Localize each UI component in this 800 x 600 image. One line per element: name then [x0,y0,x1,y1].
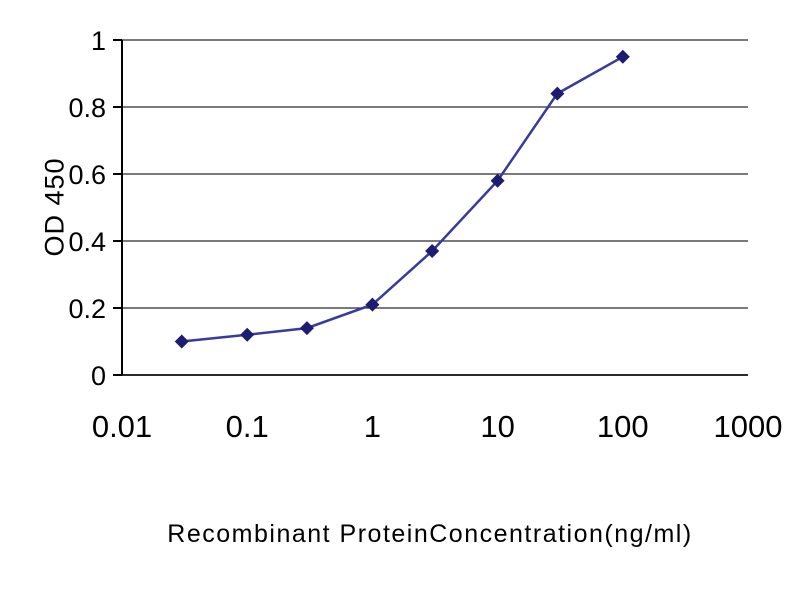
y-tick-label: 0.2 [68,294,106,324]
x-tick-label: 1000 [714,409,783,444]
data-point-marker [240,327,255,342]
data-point-marker [174,334,189,349]
x-axis-label: Recombinant ProteinConcentration(ng/ml) [167,520,693,548]
data-point-marker [490,173,505,188]
x-tick-label: 0.01 [92,409,152,444]
x-tick-label: 1 [364,409,381,444]
data-point-marker [425,244,440,259]
x-tick-label: 10 [480,409,514,444]
data-line [181,55,624,343]
y-axis-label: OD 450 [39,157,70,257]
y-tick-label: 0.4 [68,227,106,257]
y-tick-label: 0.6 [68,160,106,190]
x-tick-label: 0.1 [226,409,269,444]
x-tick-label: 100 [597,409,649,444]
data-point-marker [299,321,314,336]
data-point-marker [550,86,565,101]
data-point-marker [615,49,630,64]
y-tick-label: 0 [91,361,106,391]
y-tick-label: 0.8 [68,93,106,123]
y-tick-label: 1 [91,26,106,56]
data-point-marker [365,297,380,312]
